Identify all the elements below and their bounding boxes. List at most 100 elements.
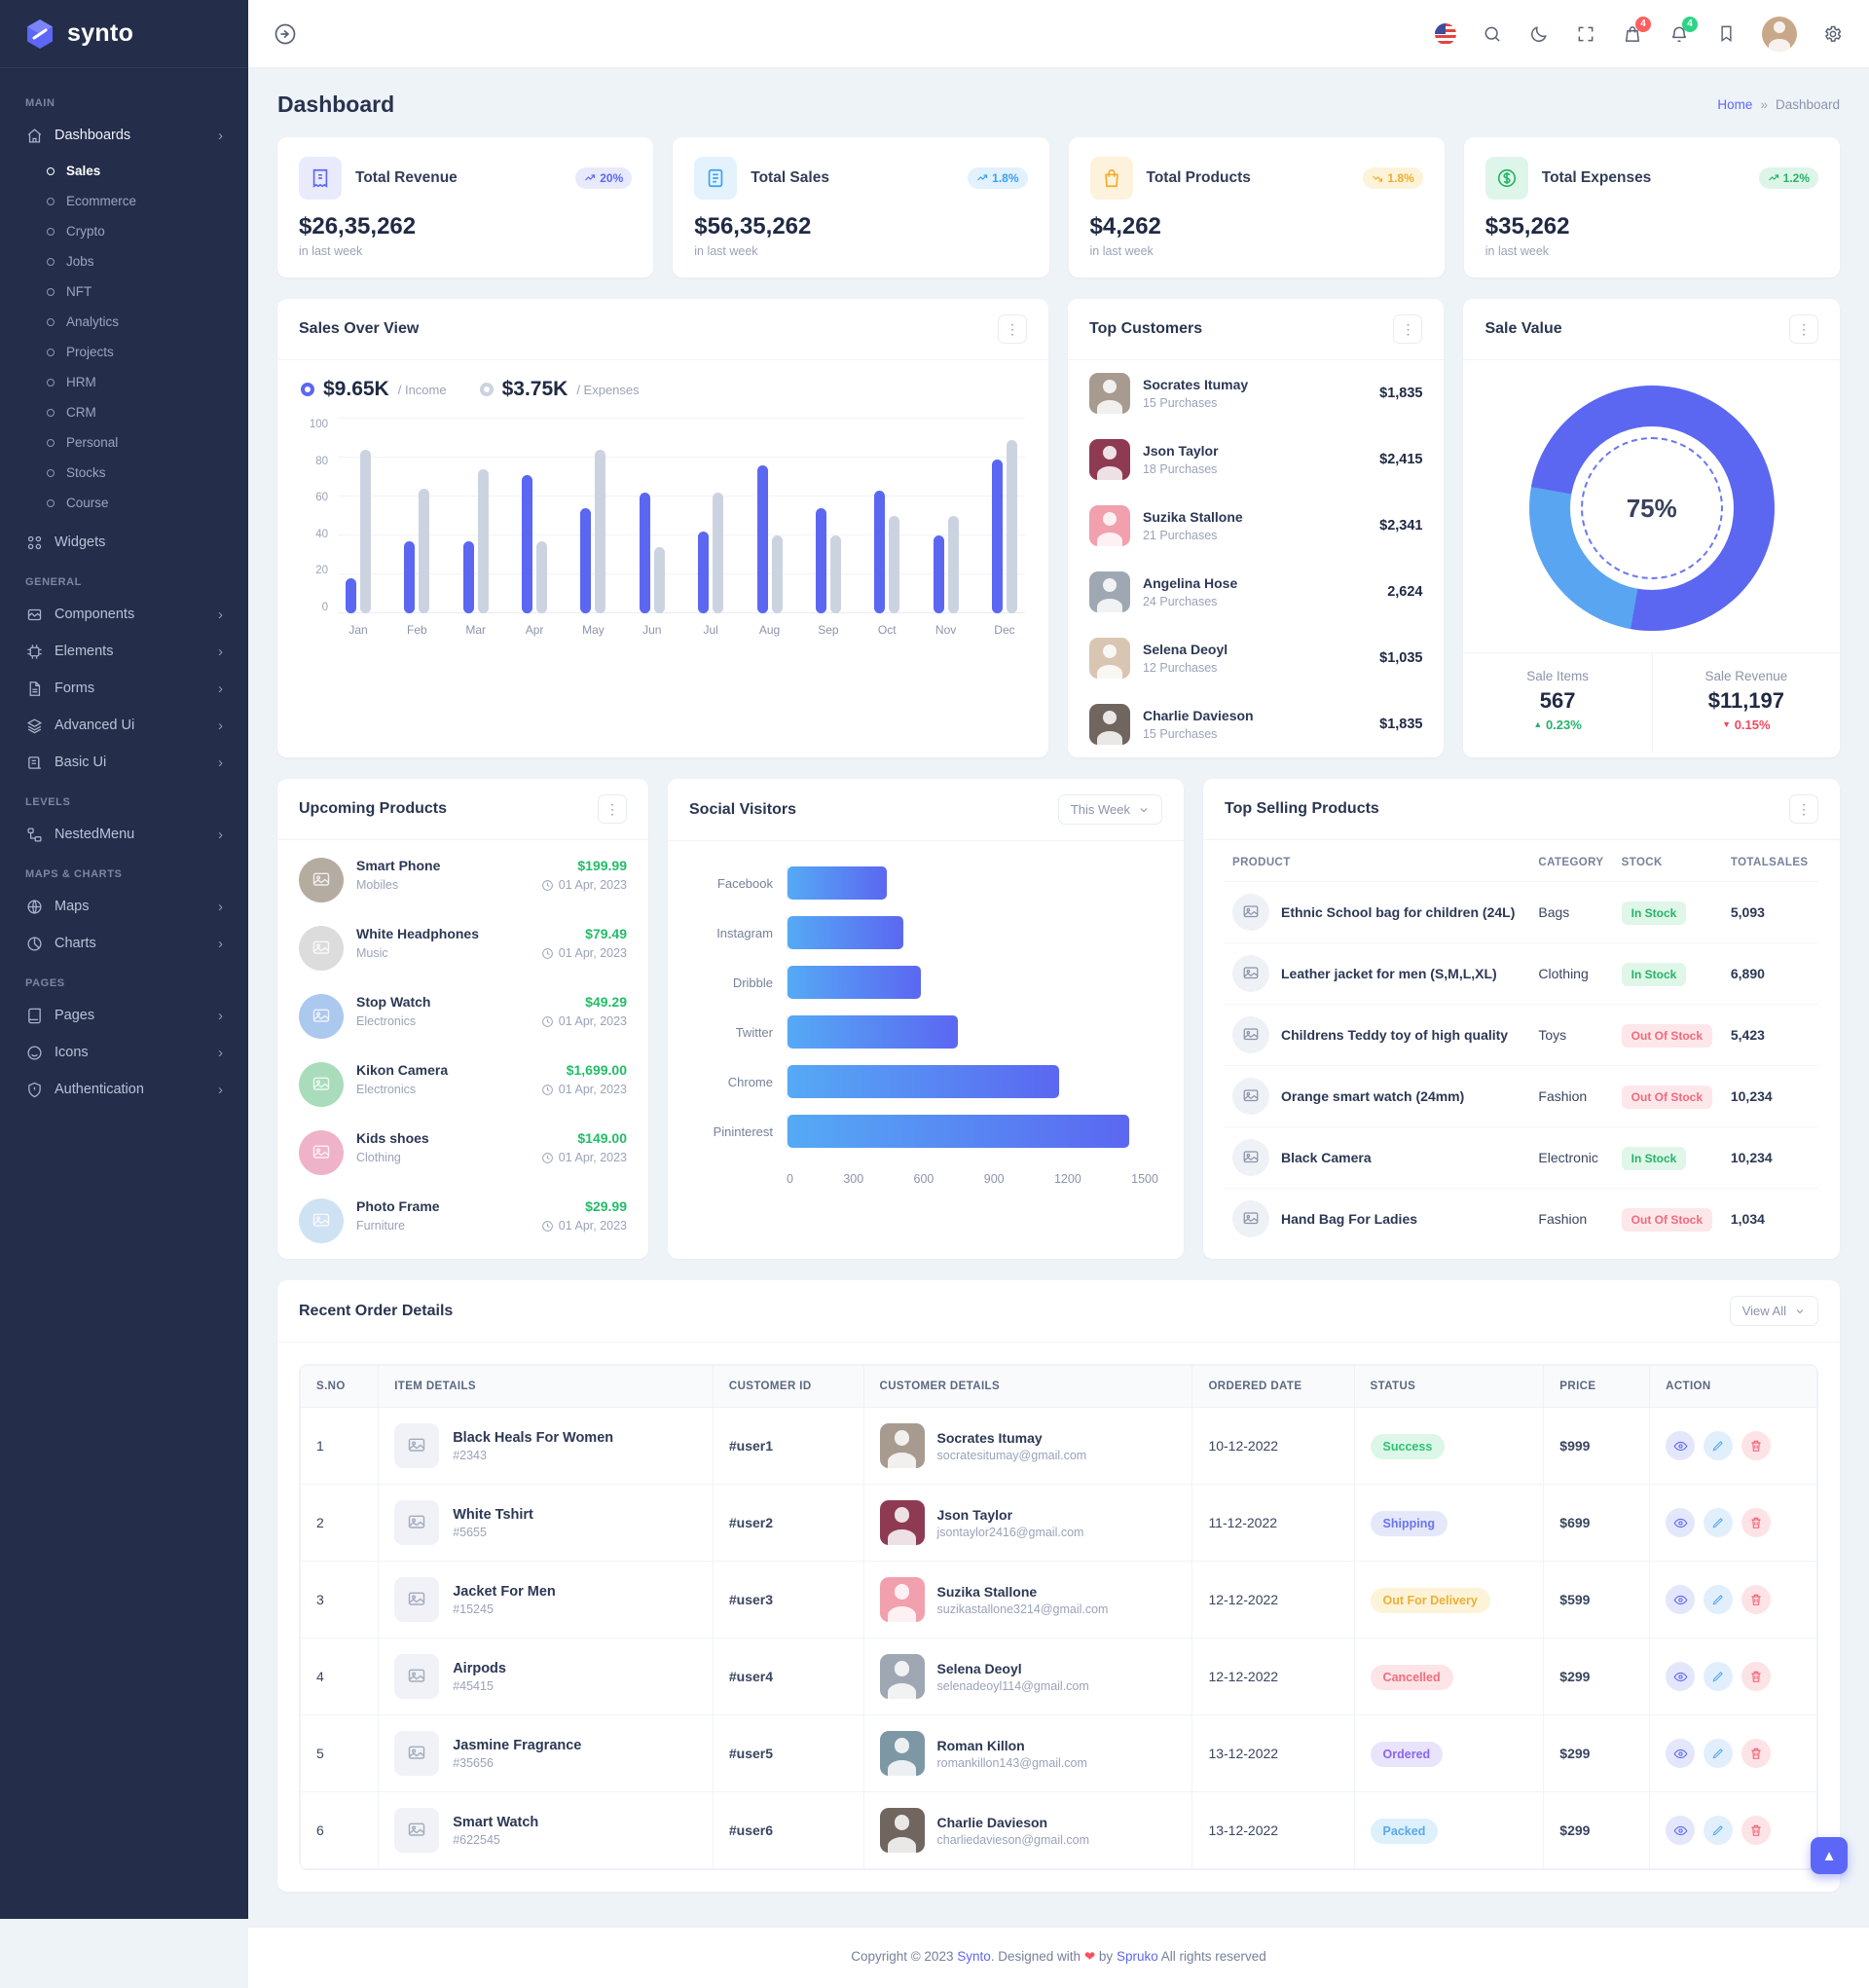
sidebar-item-basic-ui[interactable]: Basic Ui › [0, 744, 248, 781]
dashboards-submenu: Sales Ecommerce Crypto Jobs NFT Analytic… [0, 154, 248, 524]
sidebar-item-crm[interactable]: CRM [0, 397, 248, 427]
more-options-button[interactable]: ⋮ [598, 794, 627, 824]
table-row: 3 Jacket For Men #15245 #user3 Suzika Sta… [300, 1561, 1817, 1638]
product-image [299, 926, 344, 971]
delete-button[interactable] [1741, 1508, 1772, 1537]
sidebar-item-hrm[interactable]: HRM [0, 367, 248, 397]
search-button[interactable] [1482, 23, 1503, 45]
product-image [1232, 894, 1269, 931]
product-list-item: White Headphones Music $79.49 01 Apr, 2023 [277, 914, 648, 982]
donut-center-value: 75% [1626, 493, 1677, 523]
edit-button[interactable] [1704, 1739, 1734, 1768]
clock-icon [541, 1084, 553, 1095]
period-select[interactable]: This Week [1057, 794, 1162, 825]
card-title: Sale Value [1484, 320, 1562, 337]
stock-badge: Out Of Stock [1621, 1024, 1712, 1048]
breadcrumb-home[interactable]: Home [1717, 97, 1753, 112]
brand[interactable]: synto [0, 0, 248, 68]
language-flag-button[interactable] [1435, 22, 1456, 45]
sidebar-item-analytics[interactable]: Analytics [0, 307, 248, 337]
chart-legend: $9.65K / Income $3.75K / Expenses [301, 378, 1025, 401]
sidebar-toggle-button[interactable] [274, 19, 303, 49]
product-image [299, 1130, 344, 1175]
nav-section-pages: PAGES [25, 977, 65, 989]
footer-brand-link[interactable]: Synto [957, 1949, 991, 1964]
edit-button[interactable] [1704, 1662, 1734, 1691]
sidebar-item-dashboards[interactable]: Dashboards › [0, 117, 248, 154]
dark-mode-button[interactable] [1528, 23, 1550, 45]
sidebar-item-widgets[interactable]: Widgets [0, 524, 248, 561]
sidebar-item-label: NestedMenu [55, 827, 135, 842]
stat-title: Total Revenue [355, 169, 458, 186]
sidebar-item-pages[interactable]: Pages › [0, 997, 248, 1034]
sidebar-item-components[interactable]: Components › [0, 596, 248, 633]
view-button[interactable] [1666, 1585, 1696, 1614]
footer-spruko-link[interactable]: Spruko [1116, 1949, 1158, 1964]
sidebar-item-label: Elements [55, 644, 114, 659]
chevron-down-icon [1140, 807, 1148, 812]
stat-title: Total Expenses [1541, 169, 1652, 186]
view-button[interactable] [1666, 1816, 1696, 1845]
sidebar-item-course[interactable]: Course [0, 488, 248, 518]
status-badge: Packed [1370, 1819, 1439, 1844]
view-button[interactable] [1666, 1508, 1696, 1537]
sidebar-item-icons[interactable]: Icons › [0, 1034, 248, 1071]
product-list-item: Smart Phone Mobiles $199.99 01 Apr, 2023 [277, 846, 648, 914]
view-all-button[interactable]: View All [1729, 1296, 1818, 1326]
edit-button[interactable] [1704, 1431, 1734, 1460]
stock-badge: In Stock [1621, 902, 1687, 925]
product-image [394, 1423, 440, 1468]
sale-value-donut-chart: 75% [1528, 386, 1775, 631]
brand-name: synto [67, 19, 134, 47]
delete-button[interactable] [1741, 1585, 1772, 1614]
delete-button[interactable] [1741, 1739, 1772, 1768]
avatar [879, 1731, 925, 1776]
cart-button[interactable]: 4 [1622, 16, 1651, 45]
bar-group: Oct [874, 419, 900, 637]
more-options-button[interactable]: ⋮ [1789, 794, 1818, 824]
sidebar-item-crypto[interactable]: Crypto [0, 216, 248, 246]
sidebar-item-projects[interactable]: Projects [0, 337, 248, 367]
user-avatar[interactable] [1762, 16, 1797, 52]
sidebar-item-elements[interactable]: Elements › [0, 633, 248, 670]
components-icon [25, 606, 43, 623]
sidebar-item-charts[interactable]: Charts › [0, 925, 248, 962]
status-badge: Ordered [1370, 1742, 1444, 1767]
more-options-button[interactable]: ⋮ [1789, 314, 1818, 344]
scroll-to-top-button[interactable]: ▲ [1811, 1837, 1848, 1874]
sidebar-item-nft[interactable]: NFT [0, 276, 248, 307]
view-button[interactable] [1666, 1662, 1696, 1691]
edit-button[interactable] [1704, 1816, 1734, 1845]
sidebar-item-ecommerce[interactable]: Ecommerce [0, 186, 248, 216]
edit-button[interactable] [1704, 1508, 1734, 1537]
sidebar-item-sales[interactable]: Sales [0, 156, 248, 186]
edit-button[interactable] [1704, 1585, 1734, 1614]
notifications-button[interactable]: 4 [1668, 16, 1698, 45]
delete-button[interactable] [1741, 1431, 1772, 1460]
stat-card-total-sales: Total Sales 1.8% $56,35,262 in last week [673, 137, 1049, 277]
sidebar-item-label: Forms [55, 681, 95, 696]
sidebar-item-authentication[interactable]: Authentication › [0, 1071, 248, 1108]
stock-badge: In Stock [1621, 963, 1687, 986]
settings-button[interactable] [1822, 23, 1844, 45]
sidebar-item-stocks[interactable]: Stocks [0, 458, 248, 488]
sidebar-item-personal[interactable]: Personal [0, 427, 248, 458]
sidebar-item-forms[interactable]: Forms › [0, 670, 248, 707]
sidebar-item-jobs[interactable]: Jobs [0, 246, 248, 276]
more-options-button[interactable]: ⋮ [1393, 314, 1423, 344]
stock-badge: Out Of Stock [1621, 1208, 1712, 1232]
chevron-right-icon: › [218, 826, 223, 843]
bar-group: Mar [462, 419, 489, 637]
view-button[interactable] [1666, 1739, 1696, 1768]
bookmark-button[interactable] [1715, 23, 1737, 45]
fullscreen-button[interactable] [1575, 23, 1596, 45]
view-button[interactable] [1666, 1431, 1696, 1460]
delete-button[interactable] [1741, 1662, 1772, 1691]
sidebar-item-maps[interactable]: Maps › [0, 888, 248, 925]
sidebar-item-advanced-ui[interactable]: Advanced Ui › [0, 707, 248, 744]
sidebar-item-nestedmenu[interactable]: NestedMenu › [0, 816, 248, 853]
sales-bar-chart: Jan Feb Mar Apr May Jun Jul Aug Sep Oct Nov Dec [338, 418, 1025, 637]
more-options-button[interactable]: ⋮ [997, 314, 1027, 344]
delete-button[interactable] [1741, 1816, 1772, 1845]
product-image [394, 1654, 440, 1699]
